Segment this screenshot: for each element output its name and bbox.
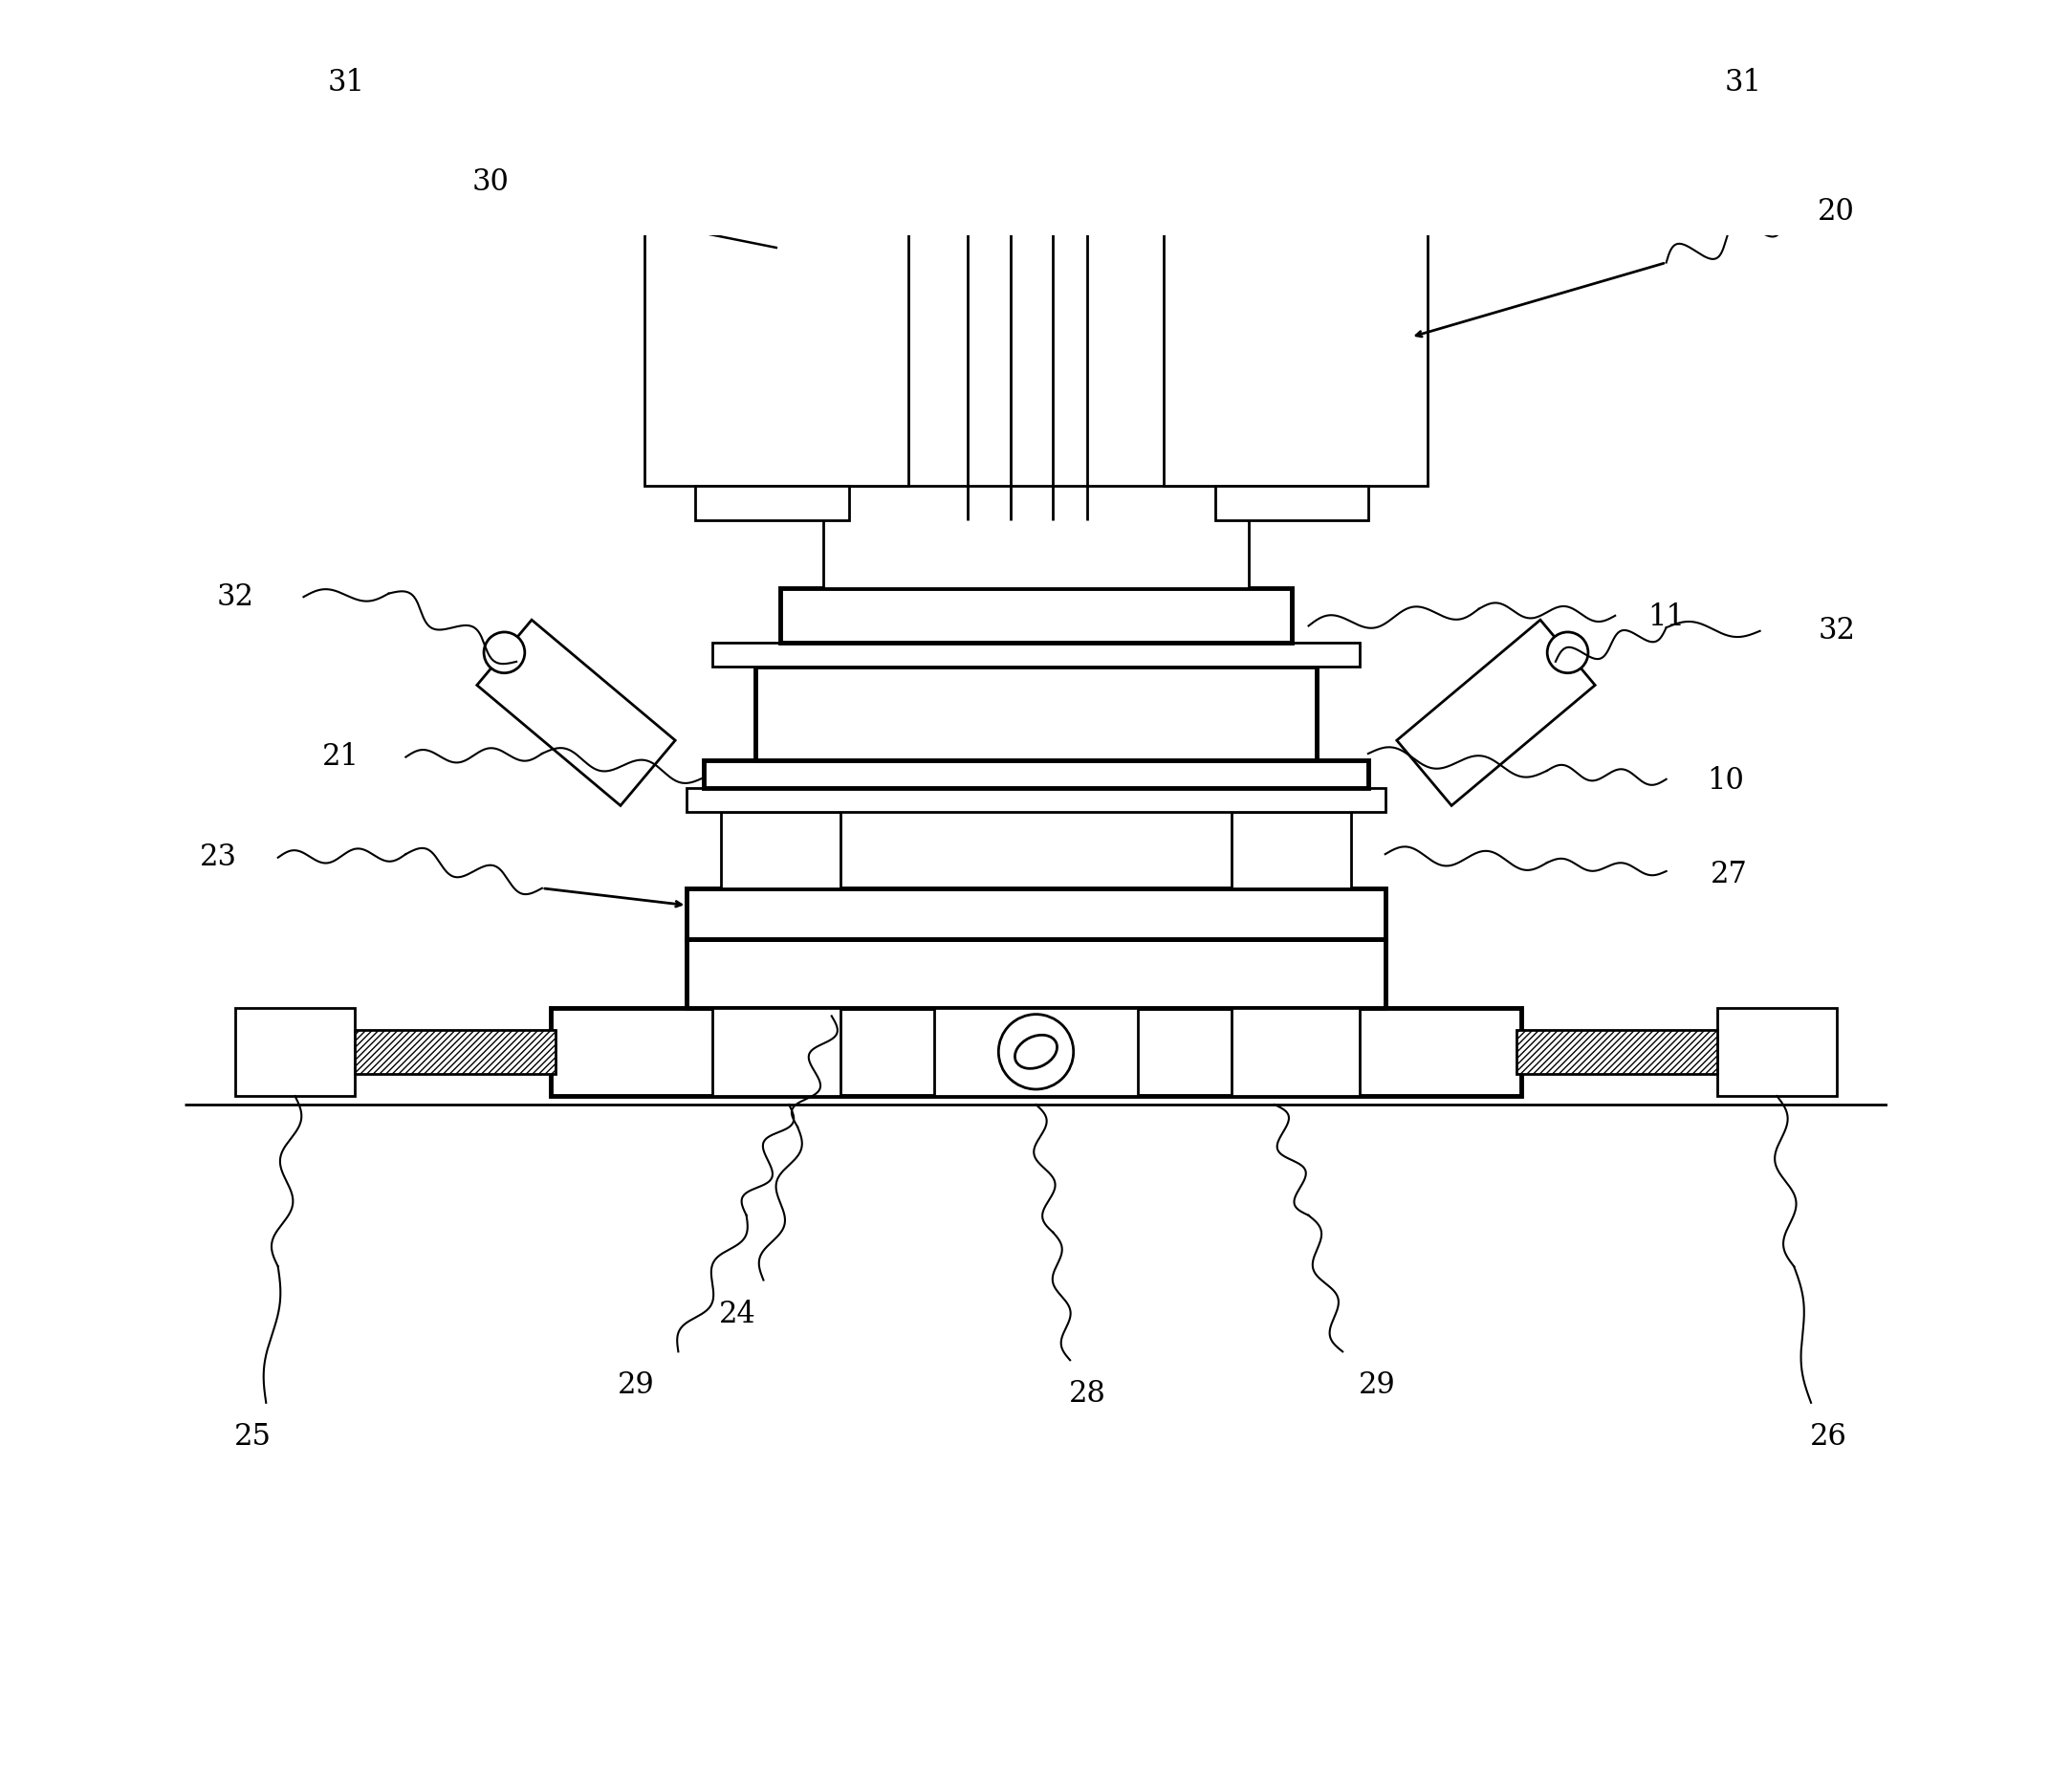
Bar <box>704 761 1368 787</box>
Bar <box>354 1030 555 1074</box>
Text: 32: 32 <box>218 582 255 612</box>
Text: 29: 29 <box>617 1371 655 1401</box>
Bar <box>696 486 850 519</box>
Bar <box>1164 188 1428 486</box>
Text: 20: 20 <box>1817 197 1854 227</box>
Text: 11: 11 <box>1647 603 1685 633</box>
Bar <box>686 888 1386 940</box>
Bar <box>1718 1007 1836 1096</box>
Bar <box>713 644 1359 667</box>
Text: 25: 25 <box>234 1422 271 1452</box>
Text: 32: 32 <box>1817 617 1854 645</box>
Bar <box>1517 1030 1718 1074</box>
Circle shape <box>1548 631 1587 674</box>
Bar <box>236 1007 354 1096</box>
Text: 22: 22 <box>1138 0 1175 7</box>
Text: 30: 30 <box>472 167 510 197</box>
Text: 31: 31 <box>1724 67 1761 98</box>
Text: 29: 29 <box>1357 1371 1394 1401</box>
Text: 28: 28 <box>1069 1379 1106 1410</box>
Text: 10: 10 <box>1707 766 1745 796</box>
Bar <box>934 1007 1138 1096</box>
Bar <box>686 787 1386 812</box>
Bar <box>823 486 1249 589</box>
Text: 27: 27 <box>1711 860 1749 890</box>
Polygon shape <box>1397 621 1595 805</box>
Bar <box>551 1007 1521 1096</box>
Bar <box>754 667 1318 761</box>
Text: 31: 31 <box>327 67 365 98</box>
Bar <box>1214 486 1368 519</box>
Bar <box>644 188 908 486</box>
Bar <box>781 589 1291 644</box>
Polygon shape <box>477 621 675 805</box>
Bar <box>721 812 839 888</box>
Bar <box>686 940 1386 1007</box>
Text: 21: 21 <box>323 743 361 771</box>
Circle shape <box>485 631 524 674</box>
Bar <box>713 1007 839 1096</box>
Bar <box>1233 1007 1359 1096</box>
Text: 26: 26 <box>1809 1422 1846 1452</box>
Bar <box>1233 812 1351 888</box>
Text: 24: 24 <box>719 1300 756 1330</box>
Text: 23: 23 <box>199 842 236 872</box>
